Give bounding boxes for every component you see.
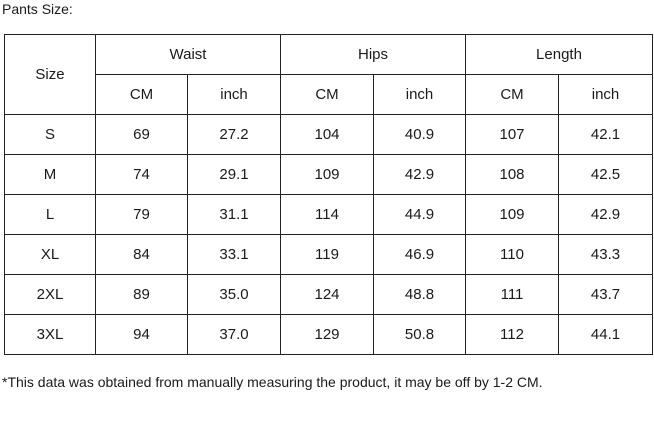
data-row: L 79 31.1 114 44.9 109 42.9 — [4, 194, 653, 235]
size-table: Size Waist Hips Length CM inch CM inch CM inch S 69… — [4, 34, 653, 355]
size-cell: L — [4, 194, 96, 235]
value-cell: 110 — [465, 234, 559, 275]
value-cell: 111 — [465, 274, 559, 315]
value-cell: 114 — [280, 194, 374, 235]
unit-header: inch — [558, 74, 653, 115]
value-cell: 124 — [280, 274, 374, 315]
value-cell: 89 — [95, 274, 188, 315]
value-cell: 29.1 — [187, 154, 281, 195]
value-cell: 50.8 — [373, 314, 466, 355]
value-cell: 42.5 — [558, 154, 653, 195]
value-cell: 42.1 — [558, 114, 653, 155]
size-cell: S — [4, 114, 96, 155]
value-cell: 43.3 — [558, 234, 653, 275]
value-cell: 107 — [465, 114, 559, 155]
value-cell: 109 — [280, 154, 374, 195]
value-cell: 37.0 — [187, 314, 281, 355]
size-cell: XL — [4, 234, 96, 275]
value-cell: 31.1 — [187, 194, 281, 235]
value-cell: 108 — [465, 154, 559, 195]
unit-header: inch — [187, 74, 281, 115]
value-cell: 43.7 — [558, 274, 653, 315]
value-cell: 69 — [95, 114, 188, 155]
size-cell: 3XL — [4, 314, 96, 355]
value-cell: 40.9 — [373, 114, 466, 155]
footnote: *This data was obtained from manually me… — [2, 374, 543, 390]
value-cell: 112 — [465, 314, 559, 355]
data-row: 2XL 89 35.0 124 48.8 111 43.7 — [4, 274, 653, 315]
group-header: Length — [465, 34, 653, 75]
unit-header: inch — [373, 74, 466, 115]
size-header: Size — [4, 34, 96, 115]
value-cell: 44.9 — [373, 194, 466, 235]
unit-header: CM — [465, 74, 559, 115]
value-cell: 46.9 — [373, 234, 466, 275]
size-cell: 2XL — [4, 274, 96, 315]
value-cell: 44.1 — [558, 314, 653, 355]
value-cell: 48.8 — [373, 274, 466, 315]
title: Pants Size: — [2, 1, 73, 17]
value-cell: 109 — [465, 194, 559, 235]
value-cell: 35.0 — [187, 274, 281, 315]
value-cell: 33.1 — [187, 234, 281, 275]
value-cell: 129 — [280, 314, 374, 355]
value-cell: 42.9 — [558, 194, 653, 235]
data-row: 3XL 94 37.0 129 50.8 112 44.1 — [4, 314, 653, 355]
group-header: Waist — [95, 34, 281, 75]
data-row: XL 84 33.1 119 46.9 110 43.3 — [4, 234, 653, 275]
unit-row: CM inch CM inch CM inch — [5, 74, 653, 115]
header-row: Size Waist Hips Length — [4, 34, 653, 115]
value-cell: 27.2 — [187, 114, 281, 155]
data-row: S 69 27.2 104 40.9 107 42.1 — [4, 114, 653, 155]
unit-header: CM — [280, 74, 374, 115]
unit-header: CM — [95, 74, 188, 115]
value-cell: 119 — [280, 234, 374, 275]
value-cell: 84 — [95, 234, 188, 275]
size-cell: M — [4, 154, 96, 195]
value-cell: 104 — [280, 114, 374, 155]
value-cell: 74 — [95, 154, 188, 195]
data-row: M 74 29.1 109 42.9 108 42.5 — [4, 154, 653, 195]
value-cell: 94 — [95, 314, 188, 355]
group-header: Hips — [280, 34, 466, 75]
value-cell: 42.9 — [373, 154, 466, 195]
value-cell: 79 — [95, 194, 188, 235]
